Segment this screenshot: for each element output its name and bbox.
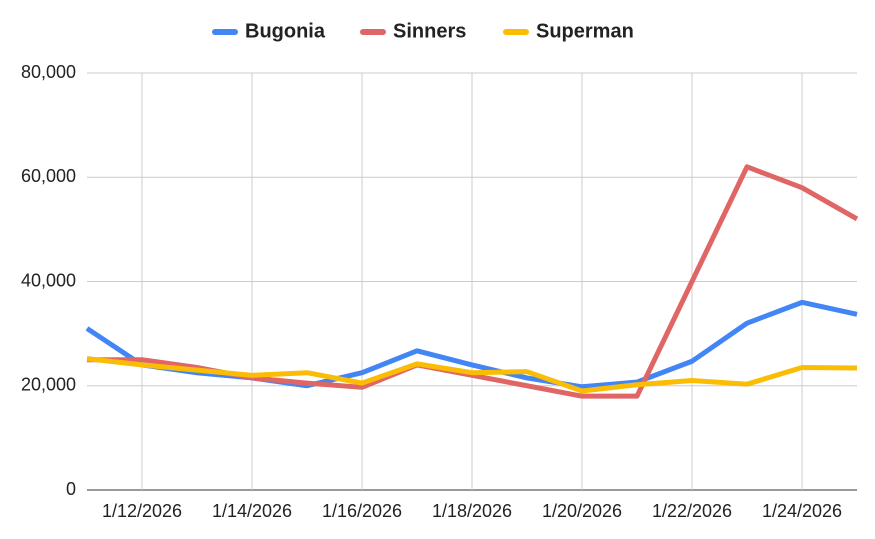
y-tick-label: 0 (66, 479, 76, 499)
y-tick-label: 80,000 (21, 62, 76, 82)
legend-label: Bugonia (245, 20, 326, 42)
y-tick-label: 60,000 (21, 166, 76, 186)
x-tick-label: 1/12/2026 (102, 501, 182, 521)
x-tick-label: 1/14/2026 (212, 501, 292, 521)
x-tick-label: 1/16/2026 (322, 501, 402, 521)
y-tick-label: 20,000 (21, 375, 76, 395)
x-tick-label: 1/18/2026 (432, 501, 512, 521)
series-line (85, 299, 858, 390)
x-tick-label: 1/20/2026 (542, 501, 622, 521)
x-tick-label: 1/24/2026 (762, 501, 842, 521)
legend-label: Superman (536, 20, 634, 42)
legend-label: Sinners (393, 20, 466, 42)
series-line (86, 356, 858, 394)
y-tick-label: 40,000 (21, 270, 76, 290)
x-tick-label: 1/22/2026 (652, 501, 732, 521)
